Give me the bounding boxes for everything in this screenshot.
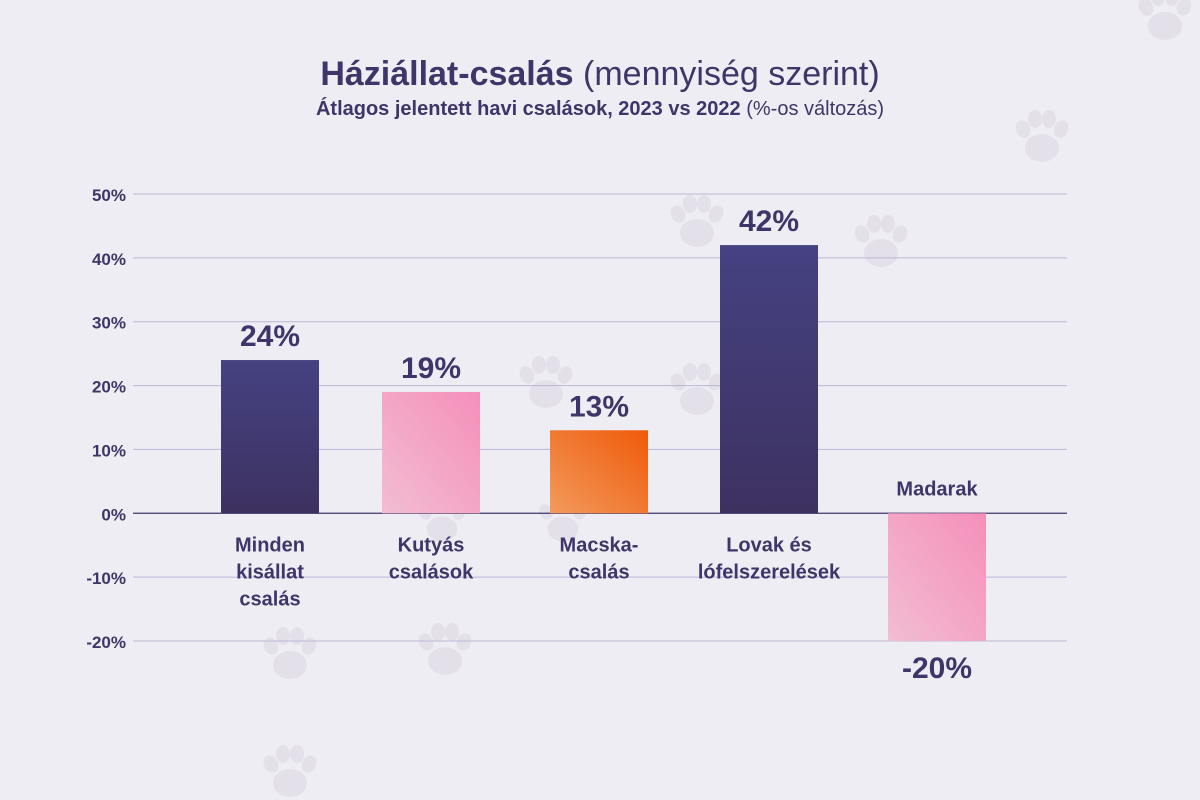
category-label-line: lófelszerelések <box>698 561 841 583</box>
category-label-line: Madarak <box>896 478 978 500</box>
bar <box>221 360 319 514</box>
data-label: 42% <box>739 205 799 238</box>
bar <box>720 245 818 514</box>
category-labels: Minden kisállat csalás Kutyás csalások Macska… <box>235 478 978 610</box>
category-label-line: csalások <box>389 561 474 583</box>
y-axis-ticks: 50% 40% 30% 20% 10% 0% -10% -20% <box>86 186 126 652</box>
category-label: Kutyás csalások <box>389 534 474 583</box>
paw-print-icon <box>260 745 320 797</box>
chart-subtitle-light: (%-os változás) <box>746 98 885 120</box>
category-label: Minden kisállat csalás <box>235 534 305 610</box>
category-label-line: Minden <box>235 534 305 556</box>
data-label: 19% <box>401 352 461 385</box>
bar <box>888 513 986 641</box>
category-label: Macska-csalás <box>560 534 639 583</box>
y-tick-label: 50% <box>92 186 126 205</box>
y-tick-label: -20% <box>86 633 126 652</box>
data-label: 24% <box>240 320 300 353</box>
category-label-line: kisállat <box>236 561 304 583</box>
paw-print-icon <box>667 363 727 415</box>
y-tick-label: 10% <box>92 441 126 460</box>
chart-subtitle: Átlagos jelentett havi csalások, 2023 vs… <box>0 96 1200 122</box>
paw-print-icon <box>260 627 320 679</box>
y-tick-label: -10% <box>86 569 126 588</box>
y-tick-label: 20% <box>92 378 126 397</box>
paw-print-icon <box>415 623 475 675</box>
y-tick-label: 40% <box>92 250 126 269</box>
paw-print-icon <box>516 356 576 408</box>
chart-subtitle-bold: Átlagos jelentett havi csalások, 2023 vs… <box>315 98 741 120</box>
category-label: Madarak <box>896 478 978 500</box>
bars <box>221 245 986 641</box>
data-label: -20% <box>902 652 972 685</box>
data-labels: 24% 19% 13% 42% -20% <box>240 205 972 685</box>
bar <box>550 430 648 514</box>
category-label: Lovak és lófelszerelések <box>698 534 841 583</box>
paw-print-icon <box>851 215 911 267</box>
category-label-line: csalás <box>239 588 300 610</box>
chart-title-bold: Háziállat-csalás <box>320 55 574 93</box>
chart-title: Háziállat-csalás (mennyiség szerint) <box>0 52 1200 96</box>
y-tick-label: 30% <box>92 314 126 333</box>
paw-print-icon <box>667 195 727 247</box>
chart-header: Háziállat-csalás (mennyiség szerint) Átl… <box>0 52 1200 122</box>
category-label-line: Lovak és <box>726 534 812 556</box>
category-label-line: Macska- <box>560 534 639 556</box>
data-label: 13% <box>569 390 629 423</box>
paw-print-icon <box>1135 0 1195 40</box>
paw-print-icon <box>1012 110 1072 162</box>
bar <box>382 391 480 514</box>
category-label-line: Kutyás <box>398 534 465 556</box>
y-tick-label: 0% <box>101 505 126 524</box>
chart-title-light: (mennyiség szerint) <box>583 55 880 93</box>
category-label-line: csalás <box>568 561 629 583</box>
